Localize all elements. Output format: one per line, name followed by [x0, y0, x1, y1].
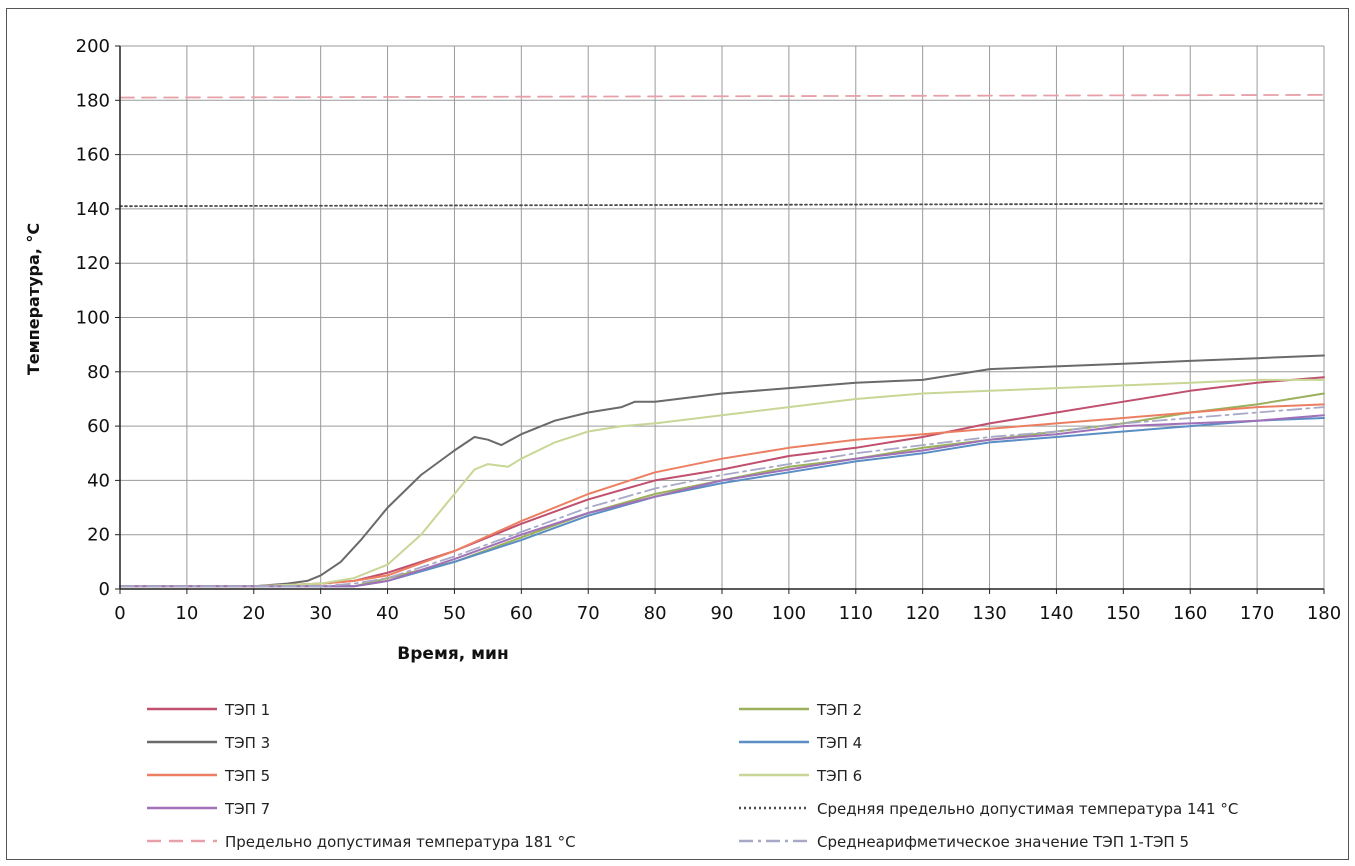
x-tick-label: 130	[972, 603, 1006, 624]
series-line-10	[119, 406, 1325, 588]
x-tick-label: 40	[376, 603, 399, 624]
x-tick-label: 0	[114, 603, 125, 624]
series-layer	[119, 94, 1325, 588]
x-tick-label: 80	[644, 603, 667, 624]
x-tick-label: 50	[443, 603, 466, 624]
y-tick-label: 120	[76, 253, 110, 274]
y-tick-label: 180	[76, 90, 110, 111]
legend-label: ТЭП 1	[224, 701, 270, 719]
legend-label: Средняя предельно допустимая температура…	[817, 800, 1238, 818]
x-tick-label: 30	[309, 603, 332, 624]
x-tick-label: 120	[905, 603, 939, 624]
x-tick-label: 160	[1173, 603, 1207, 624]
y-tick-label: 60	[87, 416, 110, 437]
series-line-9	[119, 94, 1325, 99]
series-line-6	[119, 378, 1325, 588]
y-tick-label: 140	[76, 199, 110, 220]
x-tick-label: 150	[1106, 603, 1140, 624]
y-axis-label: Температура, °С	[24, 223, 43, 375]
x-tick-label: 70	[577, 603, 600, 624]
x-tick-label: 100	[772, 603, 806, 624]
y-tick-label: 20	[87, 525, 110, 546]
x-tick-label: 10	[175, 603, 198, 624]
legend-label: ТЭП 6	[816, 767, 862, 785]
legend-label: ТЭП 2	[816, 701, 862, 719]
y-tick-label: 40	[87, 470, 110, 491]
series-line-5	[119, 403, 1325, 588]
x-tick-label: 60	[510, 603, 533, 624]
y-tick-label: 0	[99, 579, 110, 600]
y-tick-label: 80	[87, 362, 110, 383]
axes	[115, 45, 1325, 594]
grid-lines	[120, 45, 1325, 589]
line-chart: 0 10 20 30 40 50 60 70 80 90 100 110 120 130 140 150 160…	[24, 36, 1342, 851]
legend: ТЭП 1 ТЭП 2 ТЭП 3 ТЭП 4 ТЭП 5 ТЭП 6 ТЭП 7 Средн…	[147, 701, 1238, 851]
y-tick-label: 200	[76, 36, 110, 57]
tick-labels: 0 10 20 30 40 50 60 70 80 90 100 110 120 130 140 150 160…	[76, 36, 1342, 624]
x-axis-label: Время, мин	[397, 644, 508, 664]
legend-label: ТЭП 7	[224, 800, 270, 818]
series-line-8	[119, 202, 1325, 208]
x-tick-label: 180	[1307, 603, 1341, 624]
series-line-7	[119, 414, 1325, 588]
legend-label: ТЭП 4	[816, 734, 862, 752]
series-line-3	[119, 354, 1325, 588]
legend-label: Предельно допустимая температура 181 °С	[225, 833, 576, 851]
x-tick-label: 90	[711, 603, 734, 624]
x-tick-label: 110	[839, 603, 873, 624]
x-tick-label: 140	[1039, 603, 1073, 624]
x-tick-label: 170	[1240, 603, 1274, 624]
legend-label: ТЭП 5	[224, 767, 270, 785]
legend-label: Среднеарифметическое значение ТЭП 1-ТЭП …	[817, 833, 1189, 851]
x-tick-label: 20	[242, 603, 265, 624]
y-tick-label: 100	[76, 308, 110, 329]
y-tick-label: 160	[76, 145, 110, 166]
chart-frame: 0 10 20 30 40 50 60 70 80 90 100 110 120 130 140 150 160…	[6, 8, 1349, 860]
legend-label: ТЭП 3	[224, 734, 270, 752]
